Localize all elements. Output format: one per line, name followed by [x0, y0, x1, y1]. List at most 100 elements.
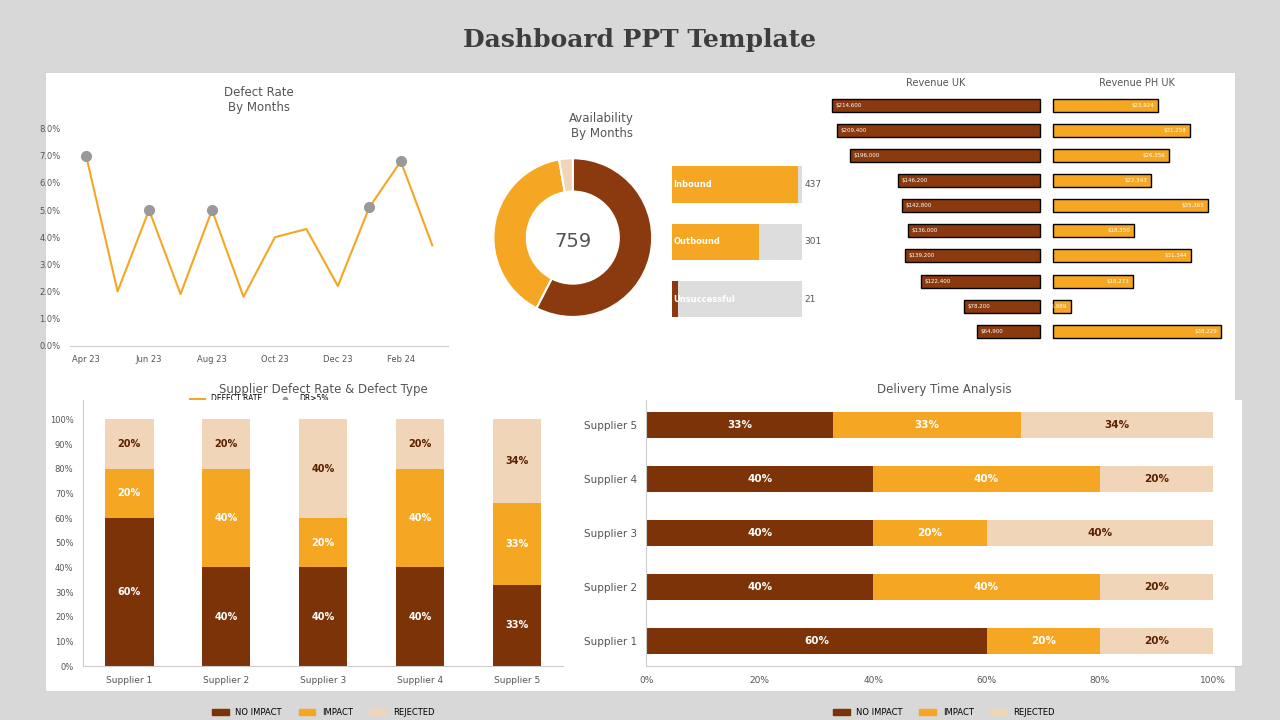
- Bar: [646, 628, 987, 654]
- FancyBboxPatch shape: [1053, 225, 1134, 238]
- Text: 40%: 40%: [215, 513, 238, 523]
- Bar: [646, 466, 873, 492]
- Text: 20%: 20%: [118, 439, 141, 449]
- Wedge shape: [559, 158, 573, 192]
- Text: 20%: 20%: [1144, 582, 1169, 592]
- Text: Inbound: Inbound: [673, 180, 712, 189]
- Text: 40%: 40%: [748, 474, 772, 484]
- Bar: [202, 469, 251, 567]
- Bar: [646, 520, 873, 546]
- Text: $122,400: $122,400: [925, 279, 951, 284]
- Bar: [105, 518, 154, 666]
- Text: $214,600: $214,600: [836, 103, 861, 108]
- Text: $209,400: $209,400: [841, 128, 867, 133]
- Text: $146,200: $146,200: [902, 178, 928, 183]
- Text: 40%: 40%: [408, 612, 431, 621]
- Text: $78,200: $78,200: [968, 304, 991, 309]
- Bar: [396, 419, 444, 469]
- Bar: [833, 412, 1020, 438]
- Bar: [1100, 574, 1213, 600]
- Bar: [105, 469, 154, 518]
- Title: Defect Rate
By Months: Defect Rate By Months: [224, 86, 294, 114]
- Text: $18,273: $18,273: [1107, 279, 1130, 284]
- Text: 60%: 60%: [118, 587, 141, 597]
- Text: 40%: 40%: [974, 474, 1000, 484]
- FancyBboxPatch shape: [909, 225, 1039, 238]
- Text: 437: 437: [804, 180, 822, 189]
- Text: 33%: 33%: [506, 539, 529, 549]
- Bar: [672, 281, 678, 318]
- Bar: [300, 419, 347, 518]
- Text: $23,924: $23,924: [1132, 103, 1155, 108]
- Text: $26,356: $26,356: [1143, 153, 1165, 158]
- Bar: [1020, 412, 1213, 438]
- FancyBboxPatch shape: [1053, 250, 1190, 263]
- Text: Dashboard PPT Template: Dashboard PPT Template: [463, 27, 817, 52]
- Text: Unsuccessful: Unsuccessful: [673, 294, 735, 304]
- FancyBboxPatch shape: [1053, 300, 1070, 312]
- Bar: [646, 574, 873, 600]
- Bar: [672, 166, 799, 203]
- Bar: [300, 567, 347, 666]
- Text: $18,350: $18,350: [1107, 228, 1130, 233]
- Text: $22,343: $22,343: [1125, 178, 1148, 183]
- Text: $35,365: $35,365: [1181, 203, 1204, 208]
- FancyBboxPatch shape: [1053, 174, 1151, 187]
- Bar: [646, 412, 833, 438]
- FancyBboxPatch shape: [905, 250, 1039, 263]
- FancyBboxPatch shape: [1053, 99, 1158, 112]
- Legend: DEFECT RATE, DR>5%: DEFECT RATE, DR>5%: [187, 391, 332, 406]
- Bar: [987, 628, 1100, 654]
- Text: 40%: 40%: [748, 528, 772, 538]
- Text: 34%: 34%: [1105, 420, 1129, 430]
- Title: Supplier Defect Rate & Defect Type: Supplier Defect Rate & Defect Type: [219, 382, 428, 396]
- FancyBboxPatch shape: [899, 174, 1039, 187]
- Bar: [672, 166, 801, 203]
- Bar: [300, 518, 347, 567]
- FancyBboxPatch shape: [1053, 325, 1221, 338]
- Bar: [873, 574, 1100, 600]
- Text: 20%: 20%: [1144, 474, 1169, 484]
- Text: Revenue PH UK: Revenue PH UK: [1100, 78, 1175, 89]
- Text: Revenue UK: Revenue UK: [906, 78, 965, 89]
- Text: 40%: 40%: [748, 582, 772, 592]
- Text: 40%: 40%: [974, 582, 1000, 592]
- Text: 40%: 40%: [408, 513, 431, 523]
- Bar: [672, 281, 801, 318]
- Bar: [987, 520, 1213, 546]
- Bar: [493, 585, 541, 666]
- Bar: [1100, 466, 1213, 492]
- Text: 20%: 20%: [118, 488, 141, 498]
- Legend: NO IMPACT, IMPACT, REJECTED: NO IMPACT, IMPACT, REJECTED: [829, 705, 1059, 720]
- Text: $196,000: $196,000: [854, 153, 879, 158]
- Text: 21: 21: [804, 294, 815, 304]
- Text: $64,900: $64,900: [980, 329, 1004, 334]
- Bar: [672, 223, 801, 260]
- Text: $31,344: $31,344: [1165, 253, 1187, 258]
- Text: 33%: 33%: [506, 621, 529, 630]
- FancyBboxPatch shape: [1053, 124, 1190, 137]
- Text: 301: 301: [804, 238, 822, 246]
- FancyBboxPatch shape: [977, 325, 1039, 338]
- Text: 34%: 34%: [506, 456, 529, 467]
- Bar: [202, 567, 251, 666]
- Bar: [105, 419, 154, 469]
- Text: 33%: 33%: [914, 420, 940, 430]
- Text: $142,800: $142,800: [905, 203, 932, 208]
- Text: 60%: 60%: [804, 636, 829, 646]
- Bar: [493, 503, 541, 585]
- Bar: [396, 567, 444, 666]
- Text: 20%: 20%: [1030, 636, 1056, 646]
- Text: $31,258: $31,258: [1164, 128, 1187, 133]
- Text: Availability
By Months: Availability By Months: [570, 112, 634, 140]
- Text: 20%: 20%: [1144, 636, 1169, 646]
- Bar: [672, 223, 759, 260]
- Text: $139,200: $139,200: [909, 253, 934, 258]
- Bar: [396, 469, 444, 567]
- Text: 40%: 40%: [215, 612, 238, 621]
- Text: $38,229: $38,229: [1194, 329, 1217, 334]
- FancyBboxPatch shape: [922, 274, 1039, 287]
- Text: 33%: 33%: [727, 420, 753, 430]
- Text: $136,000: $136,000: [911, 228, 938, 233]
- FancyBboxPatch shape: [850, 149, 1039, 162]
